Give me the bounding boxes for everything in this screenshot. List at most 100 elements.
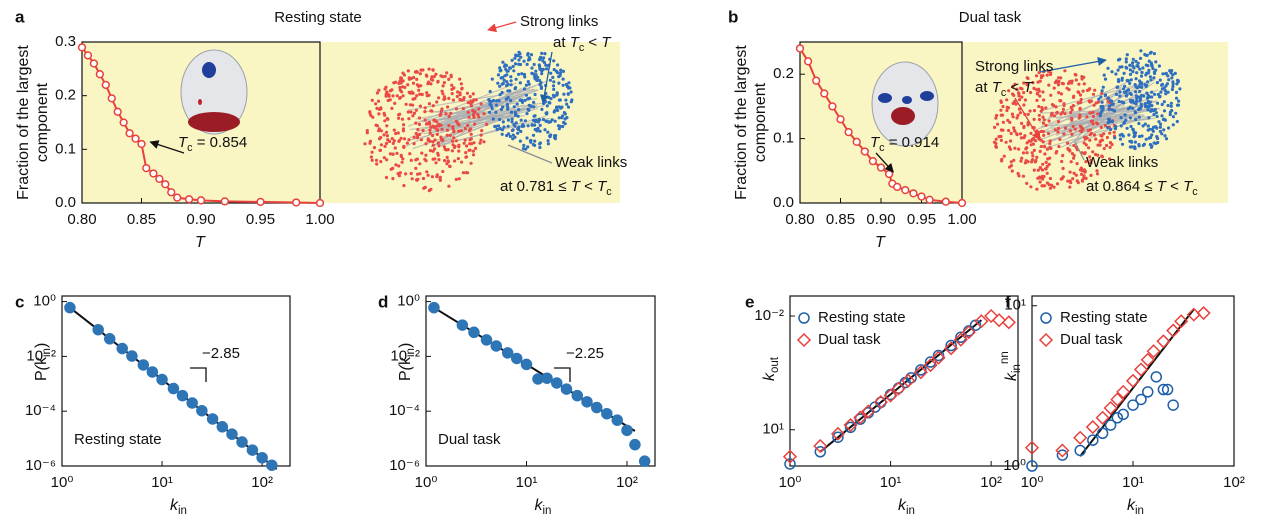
network-node	[430, 109, 434, 113]
network-node	[1070, 132, 1074, 136]
network-node	[1160, 82, 1164, 86]
network-node	[547, 95, 551, 100]
network-node	[1041, 74, 1045, 78]
network-node	[1128, 72, 1133, 76]
network-node	[1171, 85, 1175, 89]
data-point	[167, 188, 176, 197]
data-point	[836, 115, 845, 124]
network-node	[1137, 142, 1141, 147]
network-node	[1041, 140, 1045, 144]
network-node	[1125, 89, 1129, 93]
network-node	[1037, 87, 1041, 91]
network-node	[416, 128, 420, 132]
network-node	[447, 77, 451, 81]
network-node	[463, 126, 467, 131]
network-node	[525, 112, 529, 116]
x-tick-label: 10²	[1223, 474, 1245, 491]
weak-links-label: Weak links	[555, 154, 627, 171]
network-node	[1068, 170, 1072, 174]
network-node	[1114, 72, 1118, 76]
network-node	[442, 145, 446, 149]
network-node	[465, 91, 469, 95]
network-node	[447, 96, 451, 100]
data-point	[830, 426, 846, 441]
network-node	[1011, 115, 1015, 119]
network-node	[1150, 90, 1154, 94]
network-node	[1013, 82, 1017, 86]
network-node	[1063, 69, 1067, 73]
y-axis-label-part: in	[41, 348, 53, 357]
data-point	[1116, 384, 1131, 399]
network-node	[421, 176, 426, 181]
network-node	[1066, 141, 1070, 145]
network-node	[385, 124, 389, 128]
network-node	[1010, 169, 1014, 173]
data-point	[891, 381, 906, 396]
network-node	[505, 84, 509, 88]
y-axis-label-part: (	[33, 363, 50, 370]
network-node	[1055, 182, 1060, 186]
network-node	[1128, 68, 1132, 72]
network-node	[397, 139, 401, 143]
data-point	[629, 438, 641, 451]
network-node	[368, 111, 372, 115]
weak-links-condition-part: T	[1183, 178, 1194, 195]
network-node	[1164, 92, 1168, 96]
network-node	[1041, 115, 1045, 119]
network-node	[1175, 119, 1179, 124]
network-node	[375, 124, 379, 128]
network-node	[428, 128, 432, 132]
network-link	[1040, 118, 1149, 127]
network-node	[446, 160, 450, 164]
network-node	[498, 69, 502, 73]
network-node	[1065, 86, 1069, 90]
network-node	[561, 77, 565, 81]
network-node	[565, 102, 569, 106]
network-node	[397, 81, 401, 85]
network-node	[442, 81, 446, 85]
network-node	[526, 80, 530, 84]
network-node	[457, 177, 461, 181]
plot-frame	[425, 295, 656, 467]
data-point	[137, 359, 150, 371]
y-axis-label-part: (	[397, 363, 414, 370]
x-tick-label: 10¹	[1122, 474, 1144, 491]
data-point	[992, 313, 1007, 328]
data-point	[95, 70, 104, 79]
data-point	[1166, 323, 1181, 338]
network-node	[396, 131, 400, 135]
network-node	[518, 52, 522, 56]
network-node	[1009, 139, 1013, 143]
network-node	[414, 131, 418, 136]
x-tick-label: 10⁰	[779, 474, 802, 491]
network-node	[1149, 145, 1153, 149]
network-node	[1139, 74, 1144, 78]
network-node	[522, 143, 526, 147]
data-point	[813, 438, 828, 454]
network-node	[410, 177, 414, 181]
network-node	[1139, 49, 1143, 53]
network-node	[439, 135, 443, 139]
network-node	[457, 149, 461, 153]
network-node	[491, 117, 495, 121]
network-node	[413, 96, 417, 101]
x-tick-label: 10¹	[151, 474, 173, 491]
critical-label-part: T	[178, 134, 189, 151]
network-node	[1022, 103, 1026, 107]
network-node	[564, 82, 569, 87]
network-node	[447, 114, 451, 118]
network-node	[1049, 113, 1053, 117]
network-node	[563, 117, 567, 121]
data-point	[456, 319, 469, 331]
network-node	[443, 159, 447, 163]
network-node	[1081, 89, 1085, 93]
network-node	[426, 82, 430, 86]
network-node	[1006, 118, 1010, 122]
network-node	[1123, 84, 1127, 88]
network-node	[1045, 171, 1049, 175]
network-node	[1047, 119, 1051, 123]
network-node	[1054, 105, 1058, 109]
network-node	[445, 128, 450, 132]
critical-label: Tc = 0.854	[178, 134, 247, 154]
network-node	[423, 110, 427, 114]
